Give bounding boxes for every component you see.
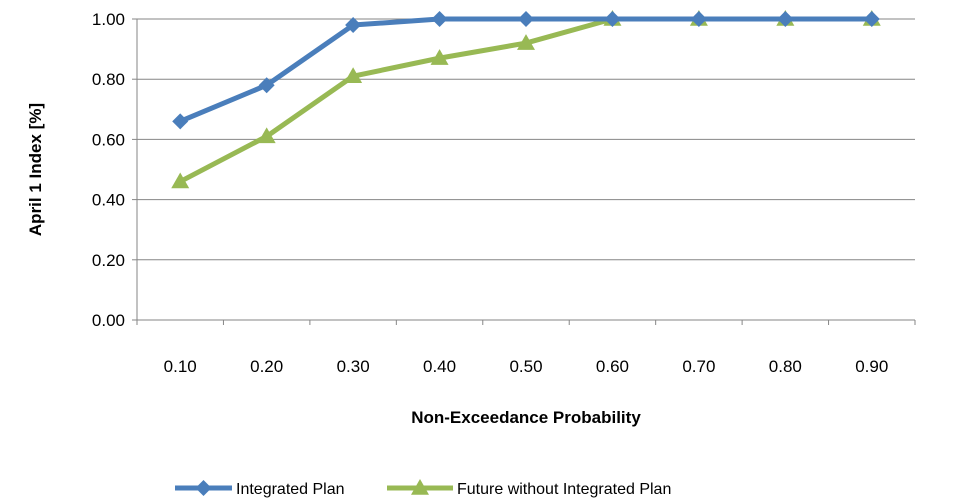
y-tick-label: 0.80 <box>92 70 125 89</box>
y-axis-title: April 1 Index [%] <box>26 103 45 236</box>
data-point <box>777 11 794 27</box>
legend-label: Integrated Plan <box>236 481 345 498</box>
series-0 <box>172 11 880 130</box>
data-point <box>430 49 449 65</box>
x-tick-label: 0.60 <box>596 357 629 376</box>
tick-labels: 0.00 0.20 0.40 0.60 0.80 1.00 0.10 0.20 0.30 0.40… <box>92 10 888 376</box>
data-point <box>517 34 535 50</box>
x-tick-label: 0.40 <box>423 357 456 376</box>
legend-label: Future without Integrated Plan <box>457 481 671 498</box>
x-tick-label: 0.80 <box>769 357 802 376</box>
data-point <box>172 113 189 130</box>
data-point <box>690 11 707 27</box>
data-point <box>171 172 190 189</box>
legend-swatch-marker <box>195 480 212 496</box>
axes <box>132 18 916 325</box>
x-tick-label: 0.20 <box>250 357 283 376</box>
x-tick-label: 0.70 <box>682 357 715 376</box>
series-group <box>171 10 881 189</box>
data-point <box>257 127 276 144</box>
x-tick-label: 0.10 <box>164 357 197 376</box>
data-point <box>431 11 448 27</box>
series-1 <box>171 10 881 189</box>
legend-item-1: Future without Integrated Plan <box>387 479 671 498</box>
data-point <box>345 17 362 34</box>
legend: Integrated Plan Future without Integrated… <box>175 479 671 498</box>
gridlines <box>137 18 915 261</box>
x-tick-label: 0.30 <box>337 357 370 376</box>
y-tick-label: 0.00 <box>92 311 125 330</box>
y-tick-label: 0.60 <box>92 130 125 149</box>
y-tick-label: 0.20 <box>92 251 125 270</box>
y-tick-label: 1.00 <box>92 10 125 29</box>
x-tick-label: 0.50 <box>509 357 542 376</box>
data-point <box>863 11 880 27</box>
data-point <box>604 11 621 27</box>
data-point <box>344 67 363 83</box>
x-axis-title: Non-Exceedance Probability <box>411 408 641 427</box>
y-tick-label: 0.40 <box>92 191 125 210</box>
x-tick-label: 0.90 <box>855 357 888 376</box>
data-point <box>258 77 275 94</box>
legend-item-0: Integrated Plan <box>175 480 345 498</box>
data-point <box>518 11 534 27</box>
legend-swatch-marker <box>411 479 429 495</box>
